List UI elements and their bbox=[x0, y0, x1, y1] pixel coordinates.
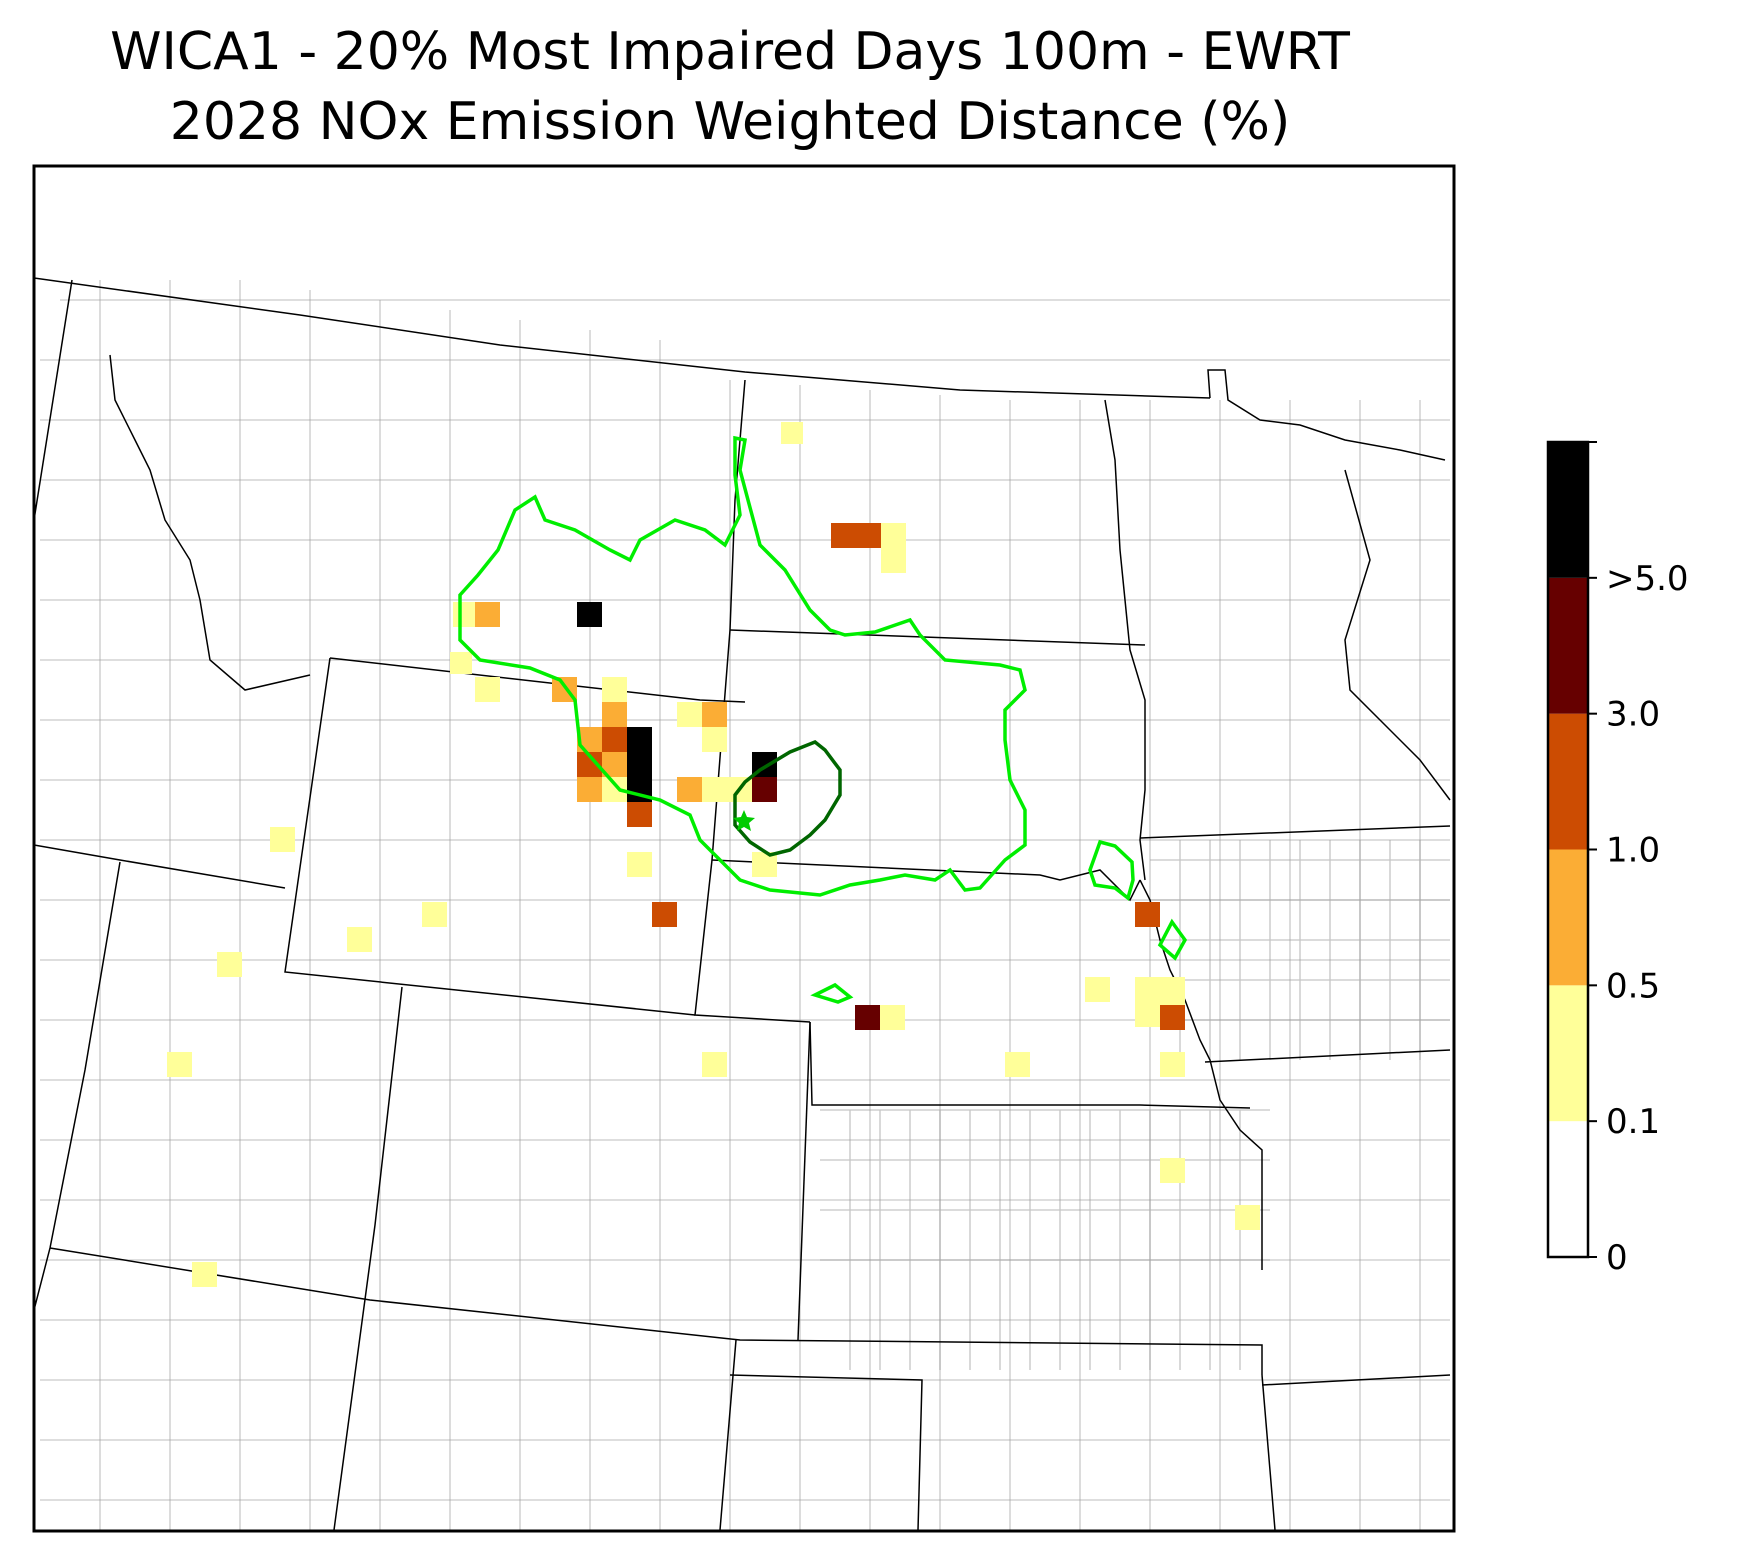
cell-orange bbox=[577, 777, 602, 802]
outer-contour-small bbox=[1088, 839, 1135, 901]
inner-contour bbox=[733, 739, 842, 857]
cell-yellow bbox=[677, 702, 702, 727]
cell-yellow bbox=[627, 852, 652, 877]
outer-contour-small bbox=[810, 982, 854, 1004]
cell-darkorange bbox=[627, 802, 652, 827]
map-title-line-2: 2028 NOx Emission Weighted Distance (%) bbox=[169, 92, 1291, 152]
county-borders bbox=[40, 280, 1450, 1530]
outer-contour bbox=[458, 435, 1027, 897]
cell-yellow bbox=[1235, 1205, 1260, 1230]
cell-yellow bbox=[702, 1052, 727, 1077]
contour-lines bbox=[458, 435, 1188, 1004]
cell-orange bbox=[602, 702, 627, 727]
cell-maroon bbox=[752, 777, 777, 802]
cell-yellow bbox=[702, 727, 727, 752]
map-frame bbox=[32, 164, 1456, 1533]
cell-orange bbox=[702, 702, 727, 727]
cell-yellow bbox=[1160, 1158, 1185, 1183]
cell-yellow bbox=[781, 422, 803, 444]
cell-yellow bbox=[752, 852, 777, 877]
map-title-line-1: WICA1 - 20% Most Impaired Days 100m - EW… bbox=[110, 22, 1350, 82]
cell-black bbox=[577, 602, 602, 627]
cell-yellow bbox=[192, 1262, 217, 1287]
cell-yellow bbox=[880, 1005, 905, 1030]
cell-yellow bbox=[217, 952, 242, 977]
cell-orange bbox=[677, 777, 702, 802]
cell-yellow bbox=[453, 602, 475, 627]
cell-yellow bbox=[1085, 977, 1110, 1002]
cell-yellow bbox=[450, 652, 472, 674]
outer-contour-small bbox=[1157, 918, 1188, 961]
cell-darkorange bbox=[1135, 902, 1160, 927]
cell-yellow bbox=[167, 1052, 192, 1077]
cell-darkorange bbox=[652, 902, 677, 927]
cell-yellow bbox=[1160, 1052, 1185, 1077]
cell-yellow bbox=[602, 677, 627, 702]
cell-yellow bbox=[422, 902, 447, 927]
site-star-icon bbox=[733, 810, 755, 831]
cell-yellow bbox=[1005, 1052, 1030, 1077]
cell-darkorange bbox=[831, 523, 881, 548]
cell-yellow bbox=[475, 677, 500, 702]
cell-orange bbox=[475, 602, 500, 627]
cell-yellow bbox=[881, 523, 906, 573]
cell-maroon bbox=[855, 1005, 880, 1030]
cell-yellow bbox=[270, 827, 295, 852]
cell-darkorange bbox=[1160, 1005, 1185, 1030]
cell-darkorange bbox=[602, 727, 627, 752]
cell-yellow bbox=[347, 927, 372, 952]
